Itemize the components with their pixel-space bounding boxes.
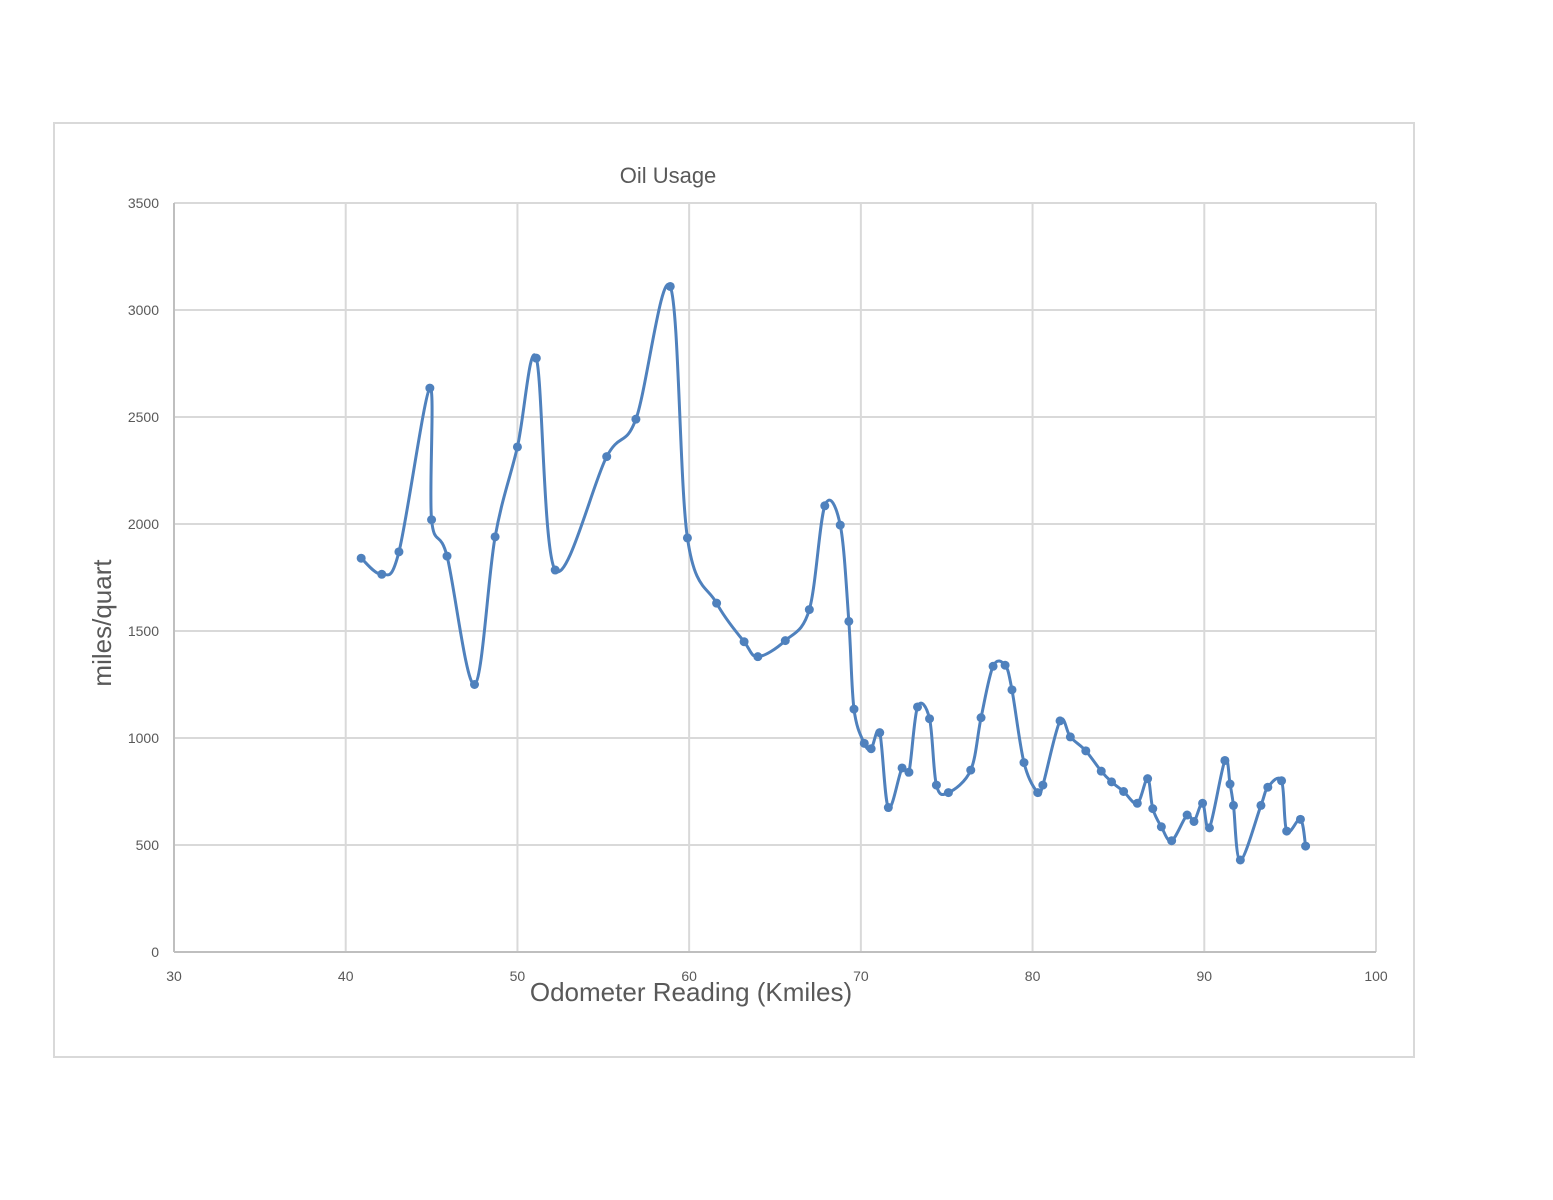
data-point	[1235, 855, 1245, 865]
axis-layer	[173, 203, 1376, 953]
data-point	[356, 553, 366, 563]
data-point	[1000, 660, 1010, 670]
chart-title: Oil Usage	[620, 163, 717, 188]
data-point	[470, 680, 479, 689]
data-point	[904, 767, 914, 777]
data-point	[1143, 774, 1153, 784]
data-point	[1033, 788, 1043, 798]
data-point	[897, 763, 907, 773]
data-point	[602, 452, 612, 462]
data-point	[849, 704, 859, 714]
data-point	[1220, 755, 1230, 765]
y-tick-label-0: 0	[151, 944, 159, 960]
data-point	[1198, 798, 1208, 808]
data-point	[780, 636, 790, 646]
data-point	[976, 713, 986, 723]
data-point	[490, 532, 500, 542]
y-tick-label-2500: 2500	[128, 409, 159, 425]
data-point	[1256, 800, 1266, 810]
data-point	[1107, 777, 1117, 787]
data-point	[1277, 776, 1287, 786]
data-point	[883, 803, 893, 813]
data-point	[682, 533, 692, 543]
data-point	[1055, 716, 1065, 726]
data-point	[1019, 758, 1029, 768]
data-point	[1156, 822, 1166, 832]
x-tick-label-90: 90	[1196, 968, 1212, 984]
data-point	[835, 520, 845, 530]
data-point	[550, 565, 560, 575]
y-tick-label-3000: 3000	[128, 302, 159, 318]
x-tick-label-60: 60	[681, 968, 697, 984]
data-point	[931, 780, 941, 790]
data-point	[1065, 732, 1075, 742]
data-point	[1007, 685, 1017, 695]
data-point	[665, 281, 675, 291]
tick-labels: 30 40 50 60 70 80 90 10005001000150020002500300…	[128, 195, 1388, 984]
x-tick-label-70: 70	[853, 968, 869, 984]
data-point	[739, 637, 749, 647]
data-point	[804, 605, 814, 615]
data-point	[966, 765, 976, 775]
data-point	[1282, 826, 1292, 836]
data-point	[875, 728, 885, 738]
data-point	[512, 442, 522, 452]
data-point	[377, 569, 387, 579]
y-tick-label-3500: 3500	[128, 195, 159, 211]
chart-frame	[53, 122, 1415, 1058]
data-point	[753, 652, 763, 662]
data-point	[1119, 787, 1129, 796]
data-point	[1263, 782, 1273, 792]
data-point	[631, 414, 641, 424]
y-tick-label-500: 500	[136, 837, 160, 853]
x-tick-label-40: 40	[338, 968, 354, 984]
y-axis-title: miles/quart	[87, 559, 117, 687]
series-line	[359, 282, 1308, 862]
data-point	[1148, 804, 1158, 814]
data-point	[1038, 780, 1048, 790]
data-point	[427, 515, 437, 525]
data-point	[859, 738, 869, 748]
data-point	[943, 788, 953, 798]
y-tick-label-1500: 1500	[128, 623, 159, 639]
data-point	[1204, 823, 1214, 833]
data-point	[425, 383, 435, 393]
data-point	[1081, 746, 1091, 756]
x-tick-label-50: 50	[510, 968, 526, 984]
data-point	[531, 353, 541, 363]
x-axis-title: Odometer Reading (Kmiles)	[530, 977, 852, 1007]
series-layer	[356, 281, 1311, 865]
data-point	[988, 661, 998, 671]
data-point	[394, 547, 404, 557]
data-point	[820, 501, 830, 511]
y-tick-label-2000: 2000	[128, 516, 159, 532]
data-point	[1225, 779, 1235, 789]
data-point	[1301, 841, 1311, 851]
data-point	[1295, 814, 1305, 824]
data-point	[1182, 810, 1192, 820]
x-tick-label-30: 30	[166, 968, 182, 984]
x-tick-label-80: 80	[1025, 968, 1041, 984]
data-point	[1132, 798, 1142, 808]
data-point	[1096, 766, 1106, 776]
grid-layer	[174, 202, 1377, 952]
data-point	[913, 702, 923, 712]
data-point	[1189, 816, 1199, 826]
data-point	[1167, 836, 1177, 846]
y-tick-label-1000: 1000	[128, 730, 159, 746]
data-point	[925, 714, 935, 724]
data-point	[442, 551, 452, 561]
data-point	[844, 616, 854, 626]
data-point	[712, 598, 722, 608]
x-tick-label-100: 100	[1364, 968, 1388, 984]
data-point	[1228, 800, 1238, 810]
data-point	[866, 744, 876, 754]
